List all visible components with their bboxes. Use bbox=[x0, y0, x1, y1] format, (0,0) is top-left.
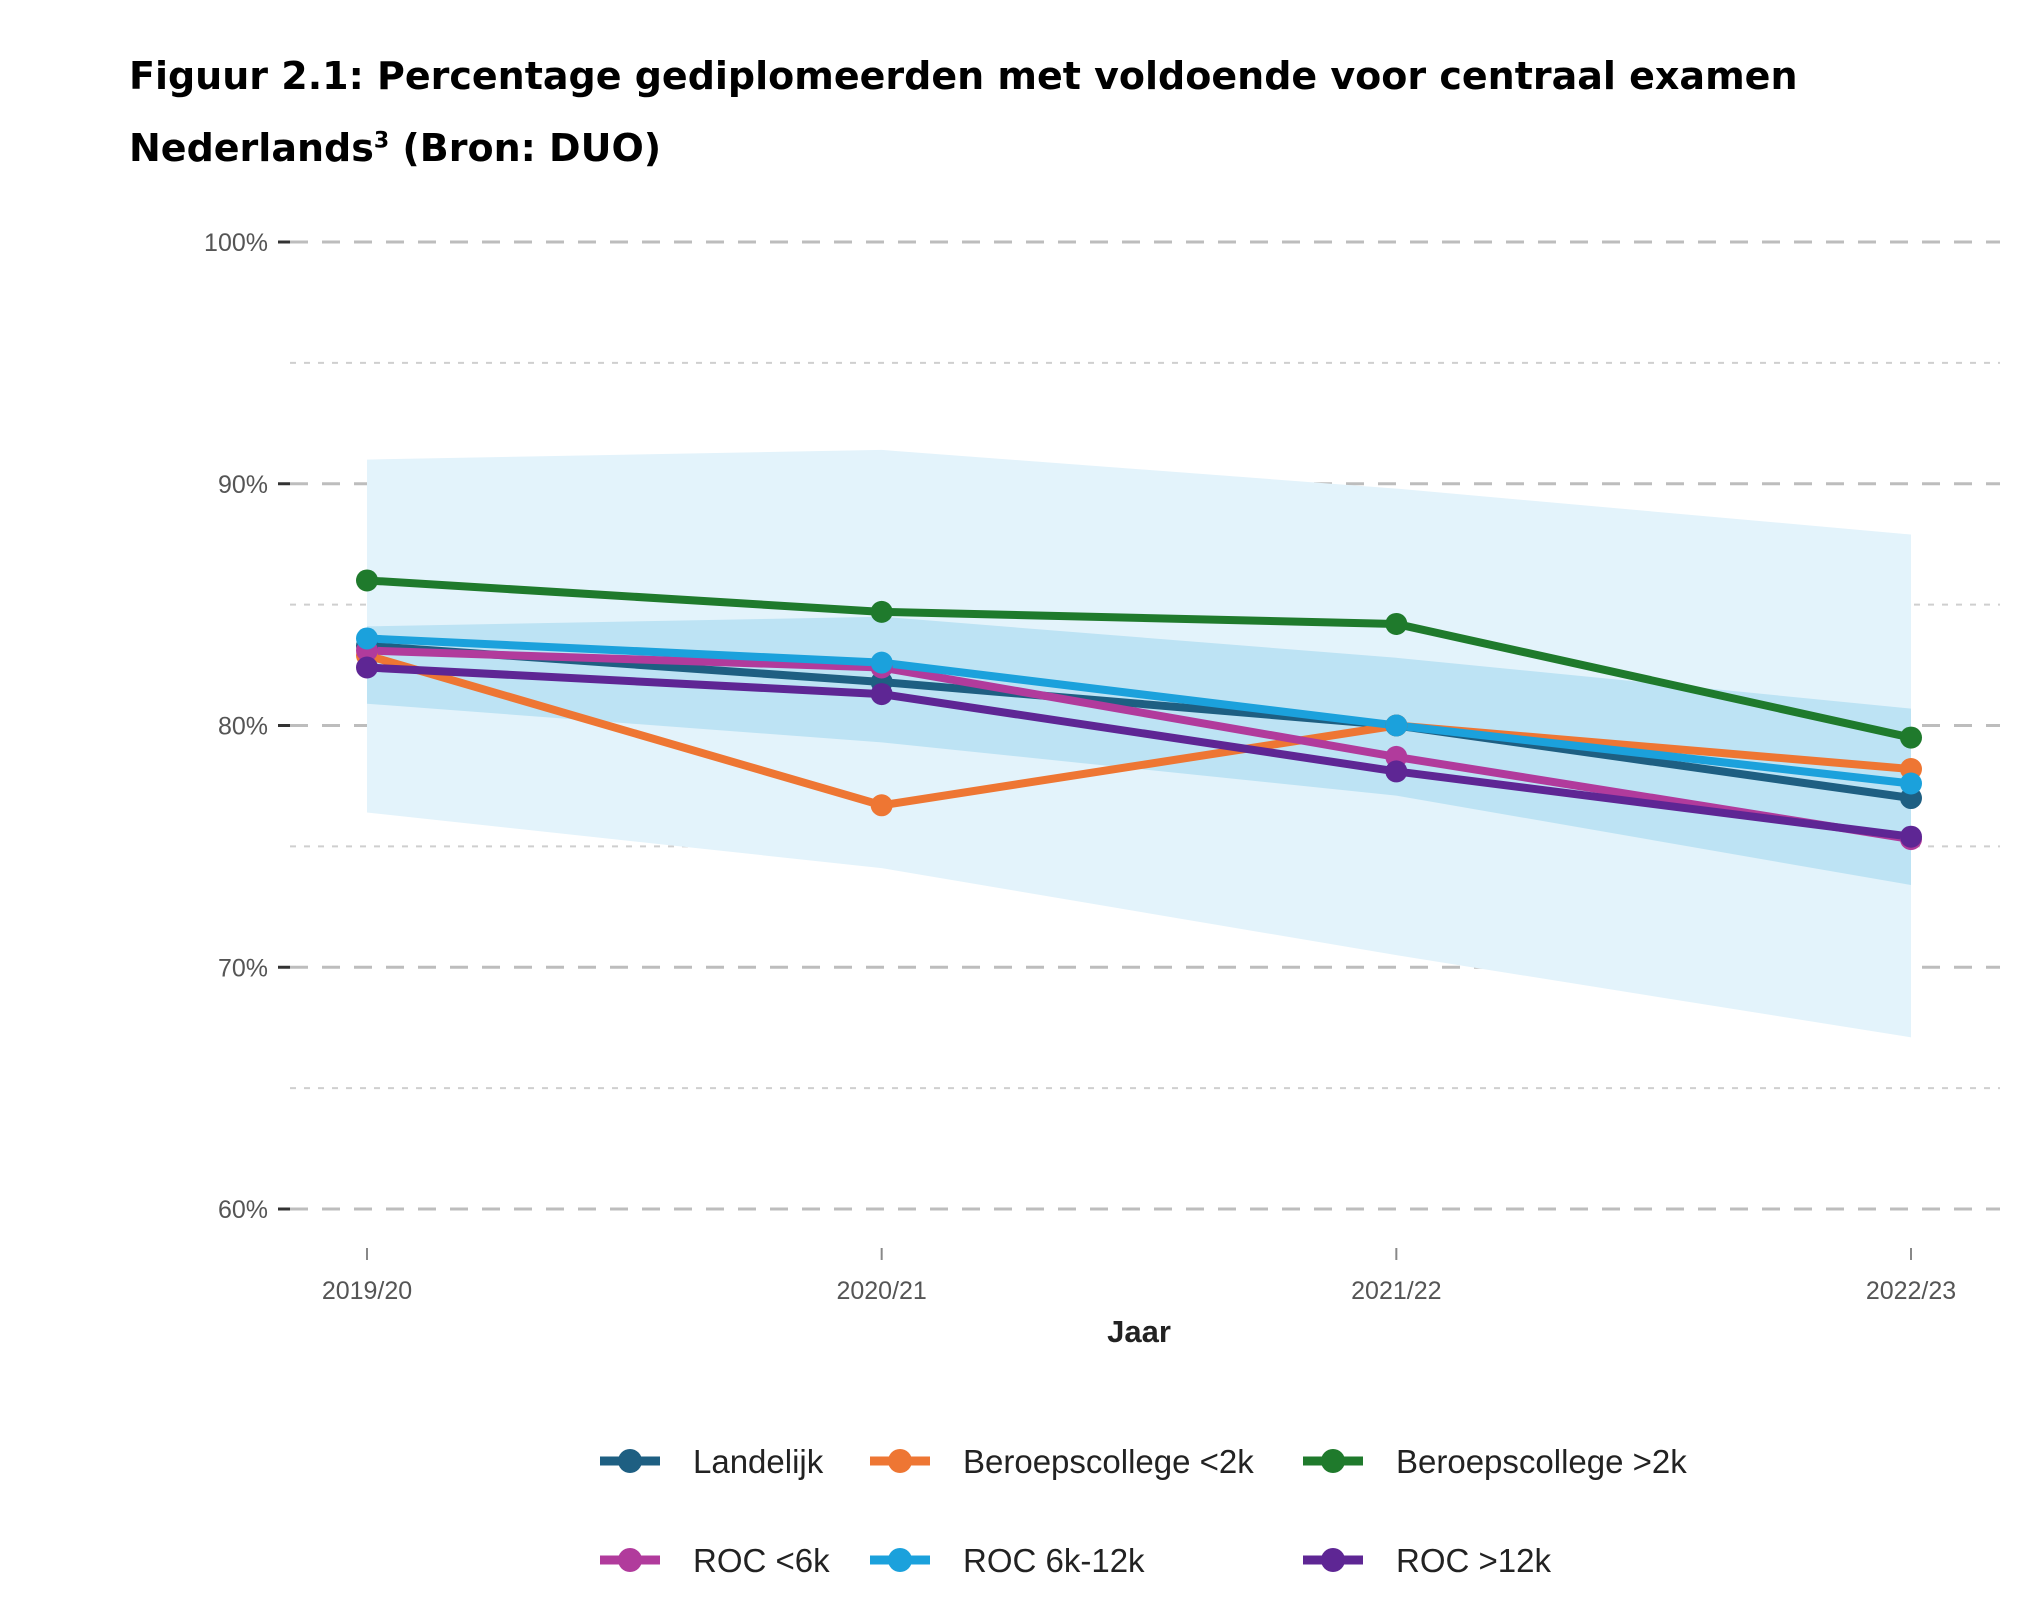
y-tick-label: 70% bbox=[218, 954, 268, 982]
legend-swatch-dot bbox=[1321, 1449, 1345, 1473]
legend-label: ROC <6k bbox=[693, 1542, 830, 1579]
legend-label: Landelijk bbox=[693, 1443, 824, 1480]
legend-item-landelijk: Landelijk bbox=[600, 1443, 824, 1480]
data-point-beroepscollege-2k bbox=[870, 794, 893, 817]
series-line-beroepscollege-2k bbox=[363, 576, 1915, 742]
y-axis: 60% 70% 80% 90% 100% bbox=[204, 229, 290, 1224]
legend-item-roc-6k: ROC <6k bbox=[600, 1542, 830, 1579]
legend-item-beroepscollege-2k: Beroepscollege <2k bbox=[870, 1443, 1254, 1480]
data-point-roc-6k-12k bbox=[1900, 772, 1922, 795]
legend-swatch-dot bbox=[1321, 1548, 1345, 1572]
legend-label: Beroepscollege <2k bbox=[963, 1443, 1254, 1480]
figure-title-suffix: (Bron: DUO) bbox=[389, 126, 662, 170]
figure-title-main: Figuur 2.1: Percentage gediplomeerden me… bbox=[129, 54, 1798, 170]
data-point-roc-6k-12k bbox=[870, 651, 893, 674]
confidence-bands bbox=[367, 449, 1911, 1038]
data-point-roc-12k bbox=[1385, 760, 1408, 783]
legend-label: ROC >12k bbox=[1396, 1542, 1551, 1579]
series-line-landelijk bbox=[363, 641, 1915, 803]
data-point-roc-12k bbox=[1900, 825, 1922, 848]
legend-swatch-dot bbox=[618, 1449, 642, 1473]
y-tick-label: 90% bbox=[218, 471, 268, 499]
legend-item-roc-6k-12k: ROC 6k-12k bbox=[870, 1542, 1145, 1579]
legend-swatch-dot bbox=[888, 1548, 912, 1572]
series-lines bbox=[356, 569, 1922, 851]
x-tick-label: 2019/20 bbox=[322, 1277, 412, 1305]
data-point-beroepscollege-2k bbox=[1900, 726, 1922, 749]
data-point-beroepscollege-2k bbox=[1385, 612, 1408, 635]
x-tick-label: 2021/22 bbox=[1351, 1277, 1441, 1305]
series-line-roc-12k bbox=[363, 663, 1915, 841]
legend-label: ROC 6k-12k bbox=[963, 1542, 1145, 1579]
series-line-roc-6k bbox=[363, 646, 1915, 844]
data-point-roc-6k-12k bbox=[356, 627, 378, 650]
data-point-roc-12k bbox=[356, 656, 378, 679]
legend: Landelijk Beroepscollege <2k Beroepscolleg… bbox=[600, 1443, 1687, 1579]
figure-title: Figuur 2.1: Percentage gediplomeerden me… bbox=[129, 40, 1989, 184]
y-tick-label: 100% bbox=[204, 229, 268, 257]
data-point-beroepscollege-2k bbox=[356, 569, 378, 592]
x-axis-title: Jaar bbox=[1107, 1314, 1171, 1349]
series-line-beroepscollege-2k bbox=[363, 651, 1915, 810]
legend-swatch-dot bbox=[888, 1449, 912, 1473]
figure-title-footnote: 3 bbox=[373, 128, 390, 154]
x-tick-label: 2022/23 bbox=[1866, 1277, 1956, 1305]
series-line-roc-6k-12k bbox=[363, 634, 1915, 788]
data-point-roc-6k-12k bbox=[1385, 714, 1408, 737]
x-axis: 2019/20 2020/21 2021/22 2022/23 bbox=[322, 1248, 1956, 1305]
legend-swatch-dot bbox=[618, 1548, 642, 1572]
data-point-beroepscollege-2k bbox=[870, 600, 893, 623]
data-point-roc-12k bbox=[870, 683, 893, 706]
legend-item-beroepscollege-2k: Beroepscollege >2k bbox=[1303, 1443, 1687, 1480]
legend-label: Beroepscollege >2k bbox=[1396, 1443, 1687, 1480]
y-tick-label: 80% bbox=[218, 713, 268, 741]
legend-item-roc-12k: ROC >12k bbox=[1303, 1542, 1551, 1579]
x-tick-label: 2020/21 bbox=[836, 1277, 926, 1305]
y-tick-label: 60% bbox=[218, 1196, 268, 1224]
